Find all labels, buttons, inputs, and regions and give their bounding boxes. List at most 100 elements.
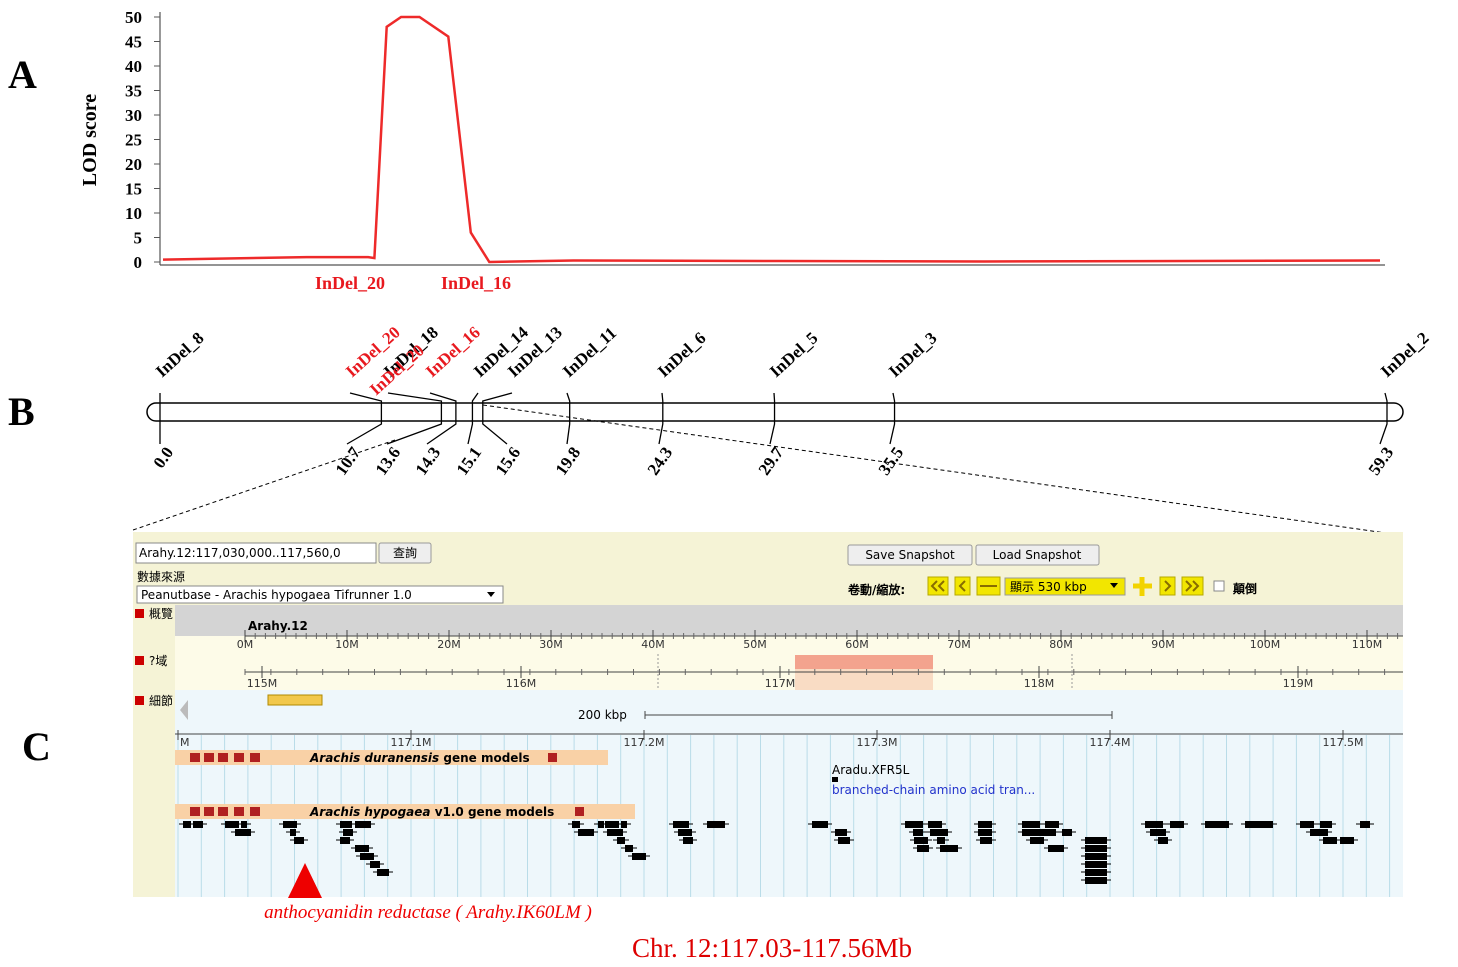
gene-model[interactable] <box>225 821 239 828</box>
gene-model[interactable] <box>355 845 369 852</box>
gene-model[interactable] <box>1022 821 1040 828</box>
pan-left[interactable] <box>955 577 970 595</box>
gene-model[interactable] <box>1158 837 1168 844</box>
gene-model[interactable] <box>1145 821 1163 828</box>
gene-model[interactable] <box>1085 853 1107 860</box>
gene-model[interactable] <box>930 829 948 836</box>
track-button[interactable] <box>250 807 260 816</box>
gene-model[interactable] <box>1045 821 1059 828</box>
track-toggle[interactable] <box>135 696 144 705</box>
load-snapshot-text: Load Snapshot <box>993 548 1082 562</box>
track-button[interactable] <box>204 807 214 816</box>
marker-name: InDel_6 <box>654 328 710 381</box>
gene-model[interactable] <box>1300 821 1314 828</box>
region-tick-label: 115M <box>247 677 278 690</box>
track-menu[interactable] <box>575 807 584 816</box>
gene-model[interactable] <box>917 845 929 852</box>
gene-model[interactable] <box>978 829 992 836</box>
region-tick-label: 118M <box>1024 677 1055 690</box>
gene-model[interactable] <box>1030 837 1044 844</box>
track-button[interactable] <box>234 807 244 816</box>
gene-model[interactable] <box>913 829 923 836</box>
gene-model[interactable] <box>812 821 828 828</box>
pan-far-right[interactable] <box>1182 577 1203 595</box>
detail-tick-label: 117.2M <box>624 736 665 749</box>
gene-model[interactable] <box>290 829 296 836</box>
gene-model[interactable] <box>980 837 992 844</box>
gene-model[interactable] <box>940 845 958 852</box>
gene-model[interactable] <box>707 821 725 828</box>
gene-model[interactable] <box>1085 861 1107 868</box>
track-button[interactable] <box>218 807 228 816</box>
track-toggle[interactable] <box>135 656 144 665</box>
gene-model[interactable] <box>578 829 594 836</box>
gene-model[interactable] <box>1085 837 1107 844</box>
track-button[interactable] <box>218 753 228 762</box>
marker-name: InDel_11 <box>559 323 620 381</box>
track-toggle[interactable] <box>135 609 144 618</box>
track-button[interactable] <box>204 753 214 762</box>
gene-model[interactable] <box>340 821 352 828</box>
gene-model[interactable] <box>370 861 380 868</box>
gene-model[interactable] <box>1085 845 1107 852</box>
gene-model[interactable] <box>937 837 945 844</box>
flip-checkbox[interactable] <box>1214 581 1224 591</box>
marker-position: 59.3 <box>1365 443 1398 478</box>
gene-model[interactable] <box>1062 829 1072 836</box>
gene-model[interactable] <box>678 829 692 836</box>
gene-model[interactable] <box>1340 837 1354 844</box>
y-tick-label: 25 <box>125 131 142 150</box>
gene-model[interactable] <box>838 837 850 844</box>
gene-model[interactable] <box>683 837 693 844</box>
gene-model[interactable] <box>607 829 623 836</box>
gene-model[interactable] <box>340 837 350 844</box>
gene-model[interactable] <box>360 853 374 860</box>
gene-model[interactable] <box>1320 821 1332 828</box>
pan-right[interactable] <box>1160 577 1175 595</box>
gene-model[interactable] <box>1205 821 1229 828</box>
gene-model[interactable] <box>1245 821 1273 828</box>
gene-model[interactable] <box>673 821 689 828</box>
gene-model[interactable] <box>1048 845 1064 852</box>
gene-model[interactable] <box>343 829 353 836</box>
gene-model[interactable] <box>235 829 251 836</box>
gene-model[interactable] <box>572 821 580 828</box>
track-button[interactable] <box>250 753 260 762</box>
feature-glyph <box>832 777 838 782</box>
gene-model[interactable] <box>283 821 297 828</box>
gene-model[interactable] <box>1085 877 1107 884</box>
gene-model[interactable] <box>355 821 371 828</box>
location-text: Arahy.12:117,030,000..117,560,0 <box>139 546 341 560</box>
gene-model[interactable] <box>625 845 633 852</box>
gene-model[interactable] <box>377 869 389 876</box>
gene-model[interactable] <box>617 837 625 844</box>
gene-model[interactable] <box>1360 821 1370 828</box>
track-button[interactable] <box>234 753 244 762</box>
gene-model[interactable] <box>1022 829 1056 836</box>
gene-model[interactable] <box>905 821 923 828</box>
track-button[interactable] <box>190 753 200 762</box>
gene-model[interactable] <box>241 821 247 828</box>
gene-model[interactable] <box>1310 829 1328 836</box>
track-label: ?域 <box>149 654 167 668</box>
gene-model[interactable] <box>1323 837 1337 844</box>
gene-model[interactable] <box>605 821 619 828</box>
gene-model[interactable] <box>914 837 928 844</box>
marker-position: 10.7 <box>332 443 365 479</box>
gene-model[interactable] <box>978 821 992 828</box>
gene-model[interactable] <box>621 821 627 828</box>
gene-model[interactable] <box>193 821 203 828</box>
overview-tick-label: 30M <box>539 638 563 651</box>
gene-model[interactable] <box>835 829 847 836</box>
track-menu[interactable] <box>548 753 557 762</box>
gene-model[interactable] <box>1150 829 1166 836</box>
gene-model[interactable] <box>928 821 942 828</box>
gene-model[interactable] <box>294 837 304 844</box>
overview-tick-label: 50M <box>743 638 767 651</box>
marker-position: 0.0 <box>150 443 178 471</box>
gene-model[interactable] <box>1085 869 1107 876</box>
gene-model[interactable] <box>632 853 646 860</box>
track-button[interactable] <box>190 807 200 816</box>
source-text: Peanutbase - Arachis hypogaea Tifrunner … <box>141 588 412 602</box>
gene-model[interactable] <box>1170 821 1184 828</box>
